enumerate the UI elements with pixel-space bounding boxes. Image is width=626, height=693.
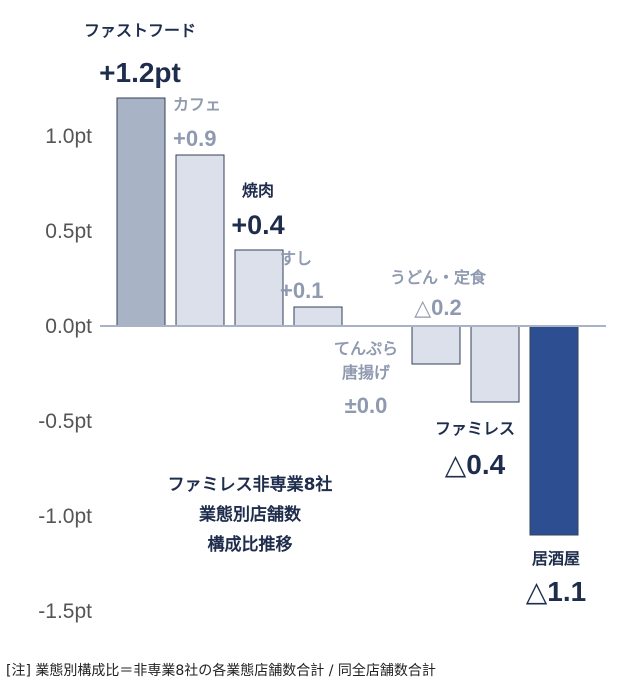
category-label: うどん・定食 <box>390 268 487 287</box>
value-label: +0.9 <box>173 126 216 151</box>
category-label: 唐揚げ <box>342 363 391 382</box>
category-label: すし <box>280 249 312 268</box>
y-tick-label: 0.0pt <box>45 315 92 338</box>
value-label: △1.1 <box>526 576 586 607</box>
value-label: +1.2pt <box>99 57 181 88</box>
value-label: ±0.0 <box>345 393 388 418</box>
category-label: 焼肉 <box>242 181 274 200</box>
category-label: てんぷら <box>334 339 398 358</box>
bar <box>116 97 166 327</box>
value-label: +0.1 <box>280 278 323 303</box>
category-label: ファストフード <box>84 21 196 40</box>
annotation-line-1: ファミレス非専業8社 <box>167 475 333 495</box>
value-label: +0.4 <box>231 210 284 240</box>
bar <box>470 325 520 403</box>
chart-annotation: ファミレス非専業8社 業態別店舗数 構成比推移 <box>80 470 420 560</box>
category-label: ファミレス <box>435 419 515 438</box>
footnote: [注] 業態別構成比＝非専業8社の各業態店舗数合計 / 同全店舗数合計 <box>6 663 436 679</box>
bar <box>411 325 461 365</box>
category-label: カフェ <box>173 95 221 114</box>
annotation-line-3: 構成比推移 <box>207 535 293 555</box>
y-tick-label: -1.5pt <box>38 600 92 623</box>
y-tick-label: 0.5pt <box>45 220 92 243</box>
bar <box>293 306 343 327</box>
annotation-line-2: 業態別店舗数 <box>199 505 301 525</box>
bar <box>234 249 284 327</box>
y-tick-label: -1.0pt <box>38 505 92 528</box>
value-label: △0.2 <box>414 295 462 320</box>
bar <box>529 325 579 536</box>
category-label: 居酒屋 <box>532 549 580 568</box>
y-tick-label: 1.0pt <box>45 125 92 148</box>
value-label: △0.4 <box>445 449 506 480</box>
y-tick-label: -0.5pt <box>38 410 92 433</box>
bar <box>175 154 225 327</box>
